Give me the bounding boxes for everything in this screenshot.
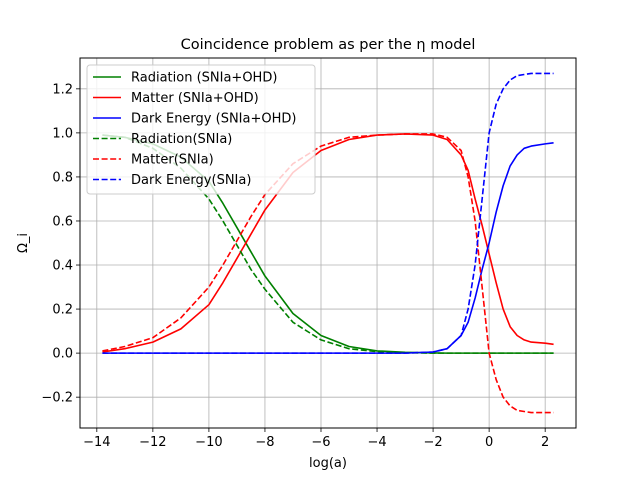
series-line-matter-snia: [102, 133, 554, 414]
x-tick-label: −12: [139, 435, 166, 450]
y-tick-label: 0.4: [52, 259, 73, 274]
legend-label-matter-snia: Matter(SNIa): [131, 153, 214, 168]
series-lines: [102, 72, 554, 414]
x-tick-label: 2: [541, 435, 549, 450]
x-axis-label: log(a): [309, 456, 347, 471]
y-tick-label: 0.0: [52, 347, 73, 362]
y-tick-label: 1.2: [52, 82, 73, 97]
y-axis-label: Ω_i: [16, 233, 31, 253]
y-tick-label: −0.2: [41, 391, 73, 406]
y-tick-label: 1.0: [52, 126, 73, 141]
legend-label-dark-energy-snia-ohd: Dark Energy (SNIa+OHD): [131, 112, 296, 127]
legend: Radiation (SNIa+OHD) Matter (SNIa+OHD) Dar…: [86, 64, 316, 195]
x-tick-label: −4: [367, 435, 386, 450]
series-line-radiation-snia: [102, 134, 554, 354]
x-tick-label: −14: [83, 435, 110, 450]
series-line-matter-snia-ohd: [102, 133, 554, 353]
plot-frame: [79, 57, 577, 429]
y-tick-label: 0.8: [52, 170, 73, 185]
axis-ticks: −14 −12 −10 −8 −6 −4 −2 0 2 −0.2 0.0 0.2 0.4 0.6 0.8 1.…: [41, 82, 549, 450]
x-tick-label: −10: [195, 435, 222, 450]
legend-box: [86, 64, 316, 195]
legend-label-radiation-snia-ohd: Radiation (SNIa+OHD): [131, 71, 277, 86]
legend-label-radiation-snia: Radiation(SNIa): [131, 132, 232, 147]
x-tick-label: −6: [311, 435, 330, 450]
x-tick-label: −2: [423, 435, 442, 450]
series-line-dark-energy-snia: [102, 72, 554, 354]
y-tick-label: 0.2: [52, 303, 73, 318]
chart-title: Coincidence problem as per the η model: [181, 37, 476, 53]
x-tick-label: −8: [255, 435, 274, 450]
legend-label-dark-energy-snia: Dark Energy(SNIa): [131, 173, 251, 188]
x-tick-label: 0: [485, 435, 493, 450]
legend-label-matter-snia-ohd: Matter (SNIa+OHD): [131, 91, 259, 106]
y-tick-label: 0.6: [52, 214, 73, 229]
